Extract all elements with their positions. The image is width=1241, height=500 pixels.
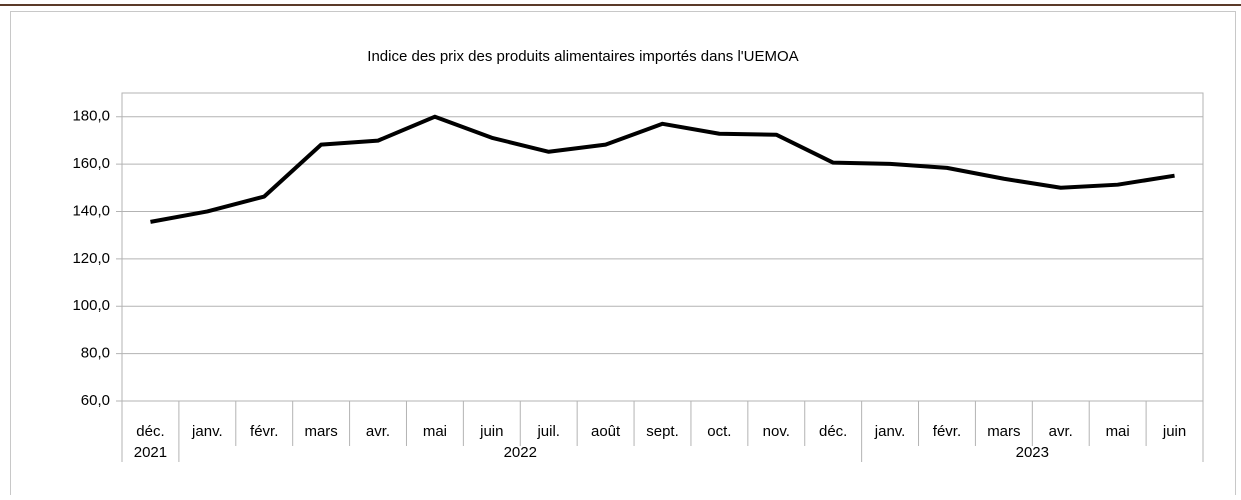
x-tick-label: juin xyxy=(1162,423,1186,440)
y-tick-label: 100,0 xyxy=(72,297,110,314)
x-group-label: 2023 xyxy=(1016,444,1049,461)
x-tick-label: juil. xyxy=(536,423,560,440)
line xyxy=(150,114,1175,224)
x-tick-label: janv. xyxy=(191,423,223,440)
x-tick-label: août xyxy=(591,423,621,440)
x-tick-label: janv. xyxy=(874,423,906,440)
y-tick-label: 80,0 xyxy=(81,345,110,362)
x-group-label: 2021 xyxy=(134,444,167,461)
x-tick-label: sept. xyxy=(646,423,679,440)
y-tick-label: 140,0 xyxy=(72,202,110,219)
x-group-label: 2022 xyxy=(504,444,537,461)
y-tick-label: 60,0 xyxy=(81,392,110,409)
x-tick-label: mars xyxy=(987,423,1020,440)
x-tick-label: mai xyxy=(423,423,447,440)
plot-area xyxy=(121,92,1204,402)
frame xyxy=(10,11,1236,500)
x-tick-label: avr. xyxy=(1049,423,1073,440)
x-tick-label: févr. xyxy=(250,423,278,440)
x-tick-label: avr. xyxy=(366,423,390,440)
x-tick-label: févr. xyxy=(933,423,961,440)
x-tick-label: mai xyxy=(1106,423,1130,440)
x-tick-label: mars xyxy=(304,423,337,440)
x-tick-label: déc. xyxy=(819,423,847,440)
y-tick-label: 120,0 xyxy=(72,250,110,267)
x-tick-label: déc. xyxy=(136,423,164,440)
chart-title: Indice des prix des produits alimentaire… xyxy=(367,48,798,65)
x-tick-label: nov. xyxy=(763,423,790,440)
x-tick-label: juin xyxy=(479,423,503,440)
y-tick-label: 180,0 xyxy=(72,108,110,125)
y-tick-label: 160,0 xyxy=(72,155,110,172)
x-tick-label: oct. xyxy=(707,423,731,440)
